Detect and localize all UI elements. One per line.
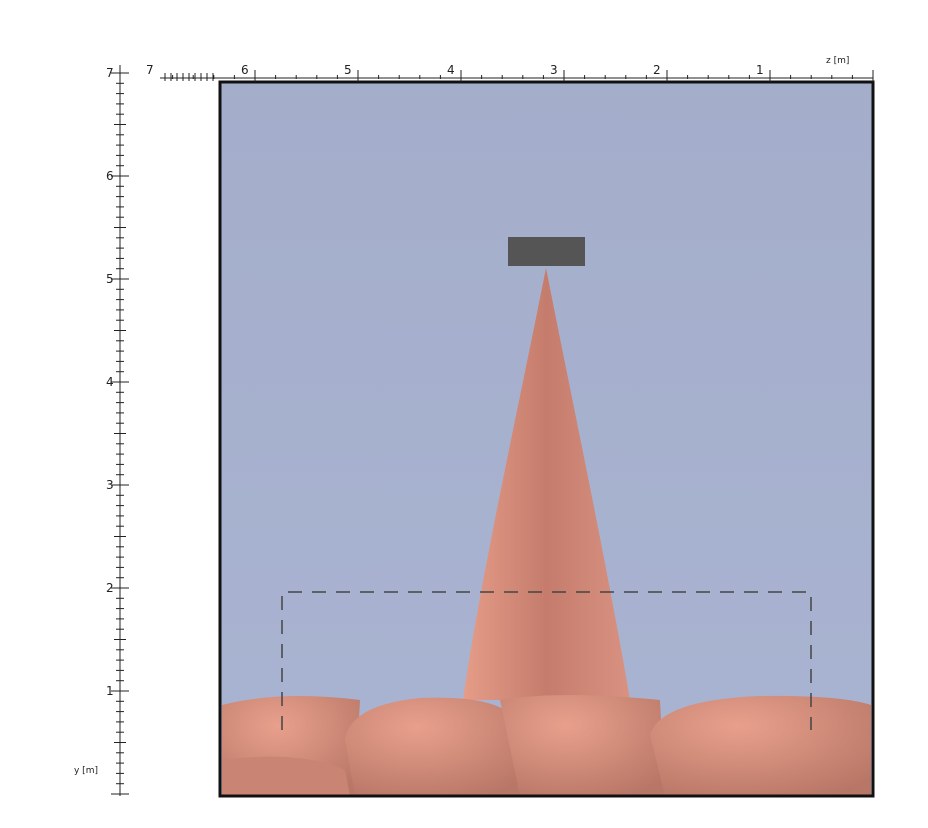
ruler-label: 4 [106,375,114,389]
z-unit: z [m] [826,56,849,66]
ruler-label: 5 [106,272,114,286]
page: 7654321 7654321 y [m] z [m] (() => { con… [0,0,928,828]
ruler-label: 1 [106,684,114,698]
ruler-label: 2 [653,63,661,77]
terrain [222,695,871,796]
sensor [508,237,585,266]
ruler-label: 5 [344,63,352,77]
z-ruler: 7 6 5 4 3 2 1 [146,63,873,82]
scene-view: 7 6 5 4 3 2 1 7 6 5 4 3 2 1 y [m] z [m] [0,0,928,828]
ruler-label: 6 [241,63,249,77]
ruler-label: 1 [756,63,764,77]
y-ruler: 7 6 5 4 3 2 1 [106,65,129,796]
ruler-label: 7 [146,63,154,77]
ruler-label: 3 [550,63,558,77]
ruler-label: 4 [447,63,455,77]
ruler-label: 7 [106,66,114,80]
ruler-label: 6 [106,169,114,183]
y-unit: y [m] [74,766,98,776]
ruler-label: 3 [106,478,114,492]
ruler-label: 2 [106,581,114,595]
